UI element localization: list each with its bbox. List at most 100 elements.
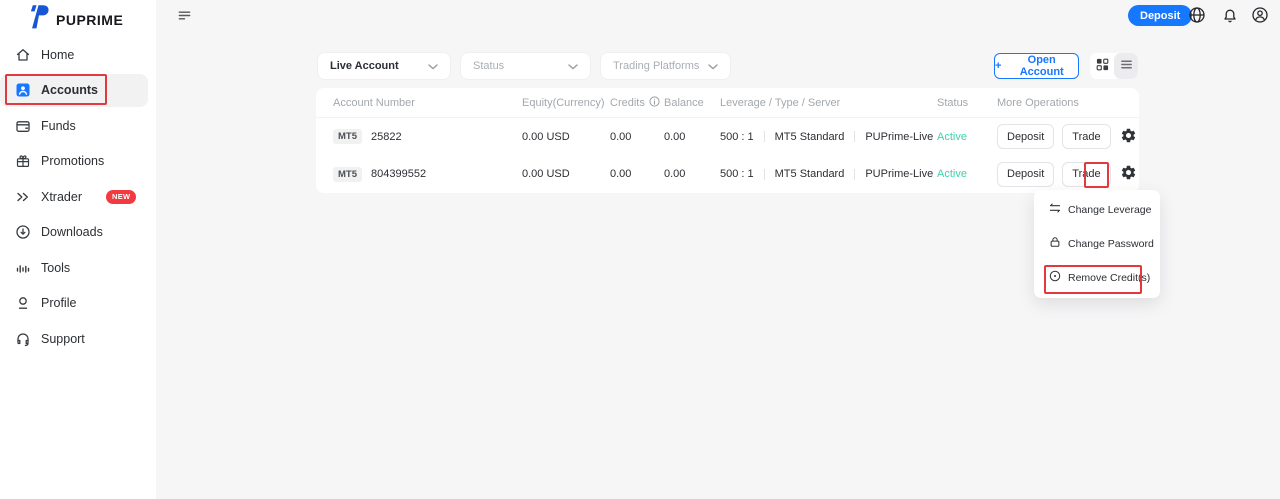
list-view-button[interactable] — [1114, 53, 1138, 79]
menu-item-label: Remove Credit(s) — [1068, 272, 1151, 284]
remove-credit-icon — [1049, 269, 1061, 287]
chevron-down-icon — [568, 57, 578, 75]
account-type-value: MT5 Standard — [774, 168, 845, 181]
row-settings-button[interactable] — [1119, 127, 1138, 146]
sidebar-item-label: Funds — [41, 118, 76, 133]
platform-badge: MT5 — [333, 129, 362, 145]
menu-item-change-password[interactable]: Change Password — [1034, 227, 1160, 261]
equity-cell: 0.00 USD — [522, 130, 570, 143]
sidebar-nav: Home Accounts Funds Promotions Xtrader — [0, 37, 156, 357]
brand-logo[interactable]: PUPRIME — [0, 0, 156, 34]
col-more-operations: More Operations — [997, 96, 1079, 109]
platform-badge: MT5 — [333, 166, 362, 182]
profile-menu-button[interactable] — [1250, 6, 1269, 25]
downloads-icon — [15, 224, 31, 240]
language-globe-button[interactable] — [1187, 6, 1206, 25]
divider — [854, 131, 856, 143]
promotions-icon — [15, 153, 31, 169]
trading-platforms-select[interactable]: Trading Platforms — [601, 53, 730, 79]
user-circle-icon — [1251, 7, 1269, 27]
menu-item-change-leverage[interactable]: Change Leverage — [1034, 193, 1160, 227]
divider — [854, 168, 856, 180]
sidebar-item-promotions[interactable]: Promotions — [0, 144, 156, 180]
globe-icon — [1188, 7, 1206, 27]
tools-icon — [15, 260, 31, 276]
balance-cell: 0.00 — [664, 168, 686, 181]
trading-platforms-placeholder: Trading Platforms — [613, 60, 700, 72]
plus-icon: + — [995, 60, 1002, 72]
sidebar-item-accounts[interactable]: Accounts — [0, 73, 156, 109]
menu-collapse-icon — [177, 11, 192, 26]
divider — [763, 168, 765, 180]
divider — [763, 131, 765, 143]
brand-name: PUPRIME — [56, 11, 124, 28]
list-view-icon — [1120, 58, 1133, 74]
account-type-select[interactable]: Live Account — [318, 53, 450, 79]
view-toggle — [1090, 53, 1138, 79]
sidebar-item-downloads[interactable]: Downloads — [0, 215, 156, 251]
server-value: PUPrime-Live — [865, 130, 934, 143]
account-cell: MT5 25822 — [333, 129, 522, 145]
operations-cell: Deposit Trade — [997, 124, 1139, 150]
info-circle-icon[interactable] — [649, 95, 660, 110]
server-value: PUPrime-Live — [865, 168, 934, 181]
gear-icon — [1120, 127, 1137, 147]
account-cell: MT5 804399552 — [333, 166, 522, 182]
row-deposit-button[interactable]: Deposit — [997, 161, 1055, 187]
sidebar-item-label: Accounts — [41, 83, 98, 98]
support-icon — [15, 331, 31, 347]
bell-icon — [1221, 9, 1239, 27]
sidebar-item-tools[interactable]: Tools — [0, 250, 156, 286]
swap-arrows-icon — [1049, 201, 1061, 219]
sidebar-item-funds[interactable]: Funds — [0, 108, 156, 144]
sidebar-item-profile[interactable]: Profile — [0, 286, 156, 322]
row-trade-button[interactable]: Trade — [1062, 124, 1111, 150]
menu-item-label: Change Leverage — [1068, 204, 1152, 216]
deposit-button[interactable]: Deposit — [1128, 5, 1193, 26]
menu-item-label: Change Password — [1068, 238, 1154, 250]
table-row: MT5 25822 0.00 USD 0.00 0.00 500 : 1 MT5… — [316, 118, 1139, 156]
col-leverage-type-server: Leverage / Type / Server — [720, 96, 841, 109]
status-badge: Active — [937, 168, 967, 181]
grid-view-icon — [1096, 58, 1109, 74]
sidebar-item-label: Downloads — [41, 225, 103, 240]
account-number: 25822 — [371, 130, 402, 143]
sidebar-item-label: Tools — [41, 260, 71, 275]
menu-item-remove-credits[interactable]: Remove Credit(s) — [1034, 261, 1160, 295]
leverage-value: 500 : 1 — [720, 130, 754, 143]
puprime-logo-icon — [28, 5, 49, 34]
account-number: 804399552 — [371, 168, 427, 181]
row-deposit-button[interactable]: Deposit — [997, 124, 1055, 150]
account-actions-menu: Change Leverage Change Password Remove C… — [1034, 190, 1160, 298]
chevron-down-icon — [428, 57, 438, 75]
gear-icon — [1120, 164, 1137, 184]
sidebar-item-xtrader[interactable]: Xtrader NEW — [0, 179, 156, 215]
credits-cell: 0.00 — [610, 168, 632, 181]
leverage-cell: 500 : 1 MT5 Standard PUPrime-Live — [720, 131, 937, 143]
grid-view-button[interactable] — [1090, 53, 1114, 79]
status-select[interactable]: Status — [461, 53, 590, 79]
row-trade-button[interactable]: Trade — [1062, 161, 1111, 187]
col-account-number: Account Number — [333, 96, 415, 109]
col-balance: Balance — [664, 96, 704, 109]
profile-icon — [15, 295, 31, 311]
home-icon — [15, 47, 31, 63]
sidebar-item-label: Xtrader — [41, 189, 82, 204]
accounts-icon — [15, 82, 31, 98]
sidebar-item-support[interactable]: Support — [0, 321, 156, 357]
chevron-down-icon — [708, 57, 718, 75]
col-status: Status — [937, 96, 969, 109]
col-equity: Equity(Currency) — [522, 96, 605, 109]
sidebar-collapse-button[interactable] — [176, 8, 192, 24]
leverage-value: 500 : 1 — [720, 168, 754, 181]
status-placeholder: Status — [473, 60, 505, 72]
table-row: MT5 804399552 0.00 USD 0.00 0.00 500 : 1… — [316, 156, 1139, 194]
open-account-button[interactable]: + Open Account — [994, 53, 1079, 79]
leverage-cell: 500 : 1 MT5 Standard PUPrime-Live — [720, 168, 937, 180]
sidebar-item-home[interactable]: Home — [0, 37, 156, 73]
accounts-table: Account Number Equity(Currency) Credits … — [316, 88, 1139, 193]
row-settings-button[interactable] — [1119, 165, 1138, 184]
funds-icon — [15, 118, 31, 134]
equity-cell: 0.00 USD — [522, 168, 570, 181]
notifications-button[interactable] — [1220, 6, 1239, 25]
